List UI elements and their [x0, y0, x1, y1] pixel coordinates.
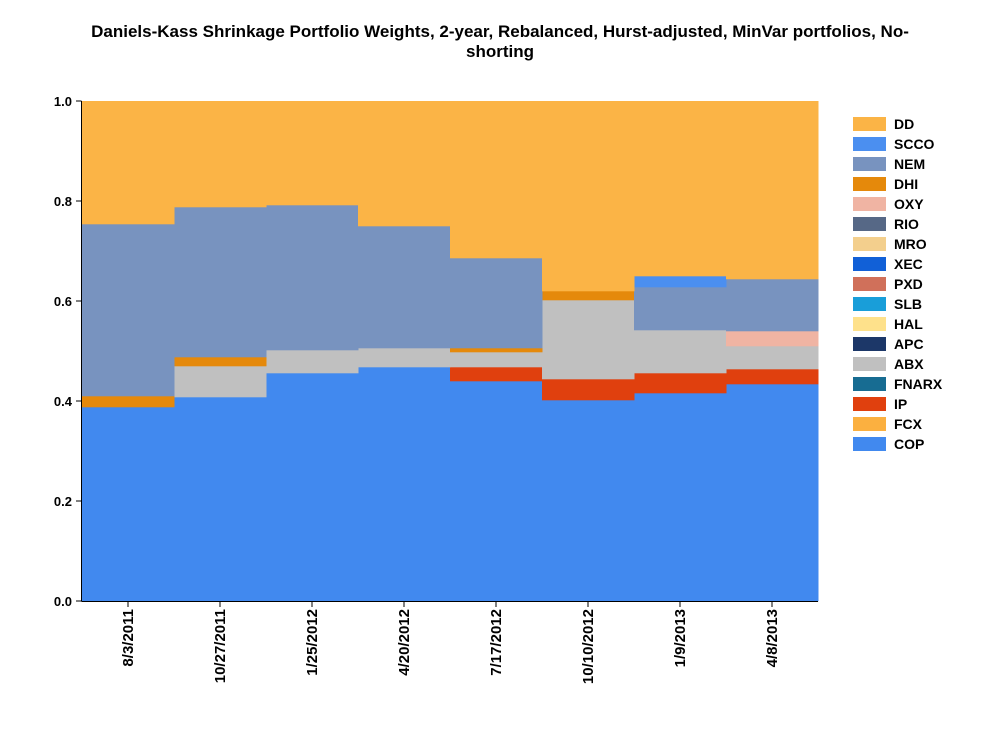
area-segment-nem-1: [174, 207, 267, 358]
area-segment-cop-7: [726, 384, 819, 602]
area-segment-dd-5: [542, 101, 635, 292]
area-segment-dhi-0: [82, 396, 175, 408]
area-segment-abx-4: [450, 352, 543, 368]
y-tick-label: 0.8: [54, 194, 72, 209]
chart-title-line-2: shorting: [466, 42, 534, 61]
legend-swatch-cop: [853, 437, 886, 451]
legend-swatch-pxd: [853, 277, 886, 291]
area-segment-ip-6: [634, 373, 727, 394]
area-segment-ip-7: [726, 369, 819, 385]
legend-label-dhi: DHI: [894, 176, 918, 192]
area-segment-cop-6: [634, 393, 727, 602]
area-segment-dd-0: [82, 101, 175, 225]
area-segment-dhi-4: [450, 348, 543, 353]
y-tick-label: 0.4: [54, 394, 73, 409]
area-segment-oxy-7: [726, 331, 819, 347]
axes: 0.0 0.2 0.4 0.6 0.8 1.0 8/3/2011 10/27/2011 1/25…: [54, 94, 818, 684]
area-segment-dd-7: [726, 101, 819, 280]
legend-swatch-nem: [853, 157, 886, 171]
legend-swatch-apc: [853, 337, 886, 351]
legend-label-abx: ABX: [894, 356, 924, 372]
legend-swatch-xec: [853, 257, 886, 271]
plot-area: [82, 101, 819, 602]
area-segment-ip-5: [542, 379, 635, 401]
area-segment-nem-0: [82, 224, 175, 397]
legend-label-pxd: PXD: [894, 276, 923, 292]
y-tick-label: 0.2: [54, 494, 72, 509]
area-segment-dd-6: [634, 101, 727, 277]
area-segment-abx-6: [634, 330, 727, 374]
legend-swatch-dhi: [853, 177, 886, 191]
area-segment-dd-4: [450, 101, 543, 259]
area-segment-dhi-1: [174, 357, 267, 367]
chart-title-line-1: Daniels-Kass Shrinkage Portfolio Weights…: [91, 22, 909, 41]
area-segment-cop-0: [82, 407, 175, 602]
area-segment-nem-4: [450, 258, 543, 349]
legend-swatch-ip: [853, 397, 886, 411]
legend-label-fcx: FCX: [894, 416, 923, 432]
area-segment-abx-7: [726, 346, 819, 370]
legend-label-xec: XEC: [894, 256, 923, 272]
legend-label-dd: DD: [894, 116, 914, 132]
legend-label-ip: IP: [894, 396, 907, 412]
legend-label-mro: MRO: [894, 236, 927, 252]
legend-label-fnarx: FNARX: [894, 376, 943, 392]
x-tick-label: 1/25/2012: [304, 609, 321, 676]
legend-swatch-fnarx: [853, 377, 886, 391]
y-tick-label: 1.0: [54, 94, 72, 109]
legend-swatch-dd: [853, 117, 886, 131]
legend-label-hal: HAL: [894, 316, 923, 332]
chart-title: Daniels-Kass Shrinkage Portfolio Weights…: [0, 22, 1000, 62]
area-segment-abx-2: [266, 350, 359, 374]
legend-swatch-slb: [853, 297, 886, 311]
x-tick-label: 7/17/2012: [488, 609, 505, 676]
area-segment-dd-2: [266, 101, 359, 206]
area-segment-abx-1: [174, 366, 267, 398]
area-segment-abx-3: [358, 348, 451, 368]
legend-label-cop: COP: [894, 436, 924, 452]
y-tick-label: 0.6: [54, 294, 72, 309]
legend-label-rio: RIO: [894, 216, 919, 232]
x-tick-label: 4/20/2012: [396, 609, 413, 676]
area-segment-cop-1: [174, 397, 267, 602]
x-tick-label: 10/10/2012: [580, 609, 597, 684]
x-tick-label: 4/8/2013: [764, 609, 781, 667]
area-segment-nem-6: [634, 287, 727, 331]
area-segment-abx-5: [542, 300, 635, 380]
legend-swatch-mro: [853, 237, 886, 251]
legend-label-scco: SCCO: [894, 136, 935, 152]
legend-swatch-rio: [853, 217, 886, 231]
area-segment-cop-3: [358, 367, 451, 602]
area-segment-dhi-5: [542, 291, 635, 301]
y-tick-label: 0.0: [54, 594, 72, 609]
x-tick-label: 8/3/2011: [120, 609, 137, 667]
legend-label-nem: NEM: [894, 156, 925, 172]
area-segment-cop-4: [450, 381, 543, 602]
legend-label-slb: SLB: [894, 296, 922, 312]
area-segment-nem-2: [266, 205, 359, 351]
legend-swatch-scco: [853, 137, 886, 151]
legend-swatch-abx: [853, 357, 886, 371]
area-segment-dd-1: [174, 101, 267, 208]
area-segment-cop-5: [542, 400, 635, 602]
area-segment-nem-7: [726, 279, 819, 332]
legend-swatch-hal: [853, 317, 886, 331]
area-segment-ip-4: [450, 367, 543, 382]
area-segment-cop-2: [266, 373, 359, 602]
legend: DD SCCO NEM DHI OXY RIO MRO XEC PXD SLB HAL APC ABX F…: [853, 116, 943, 452]
legend-label-apc: APC: [894, 336, 924, 352]
legend-swatch-fcx: [853, 417, 886, 431]
area-segment-nem-3: [358, 226, 451, 349]
area-segment-dd-3: [358, 101, 451, 227]
legend-label-oxy: OXY: [894, 196, 924, 212]
legend-swatch-oxy: [853, 197, 886, 211]
area-segment-scco-6: [634, 276, 727, 288]
x-tick-label: 10/27/2011: [212, 609, 229, 683]
x-tick-label: 1/9/2013: [672, 609, 689, 667]
